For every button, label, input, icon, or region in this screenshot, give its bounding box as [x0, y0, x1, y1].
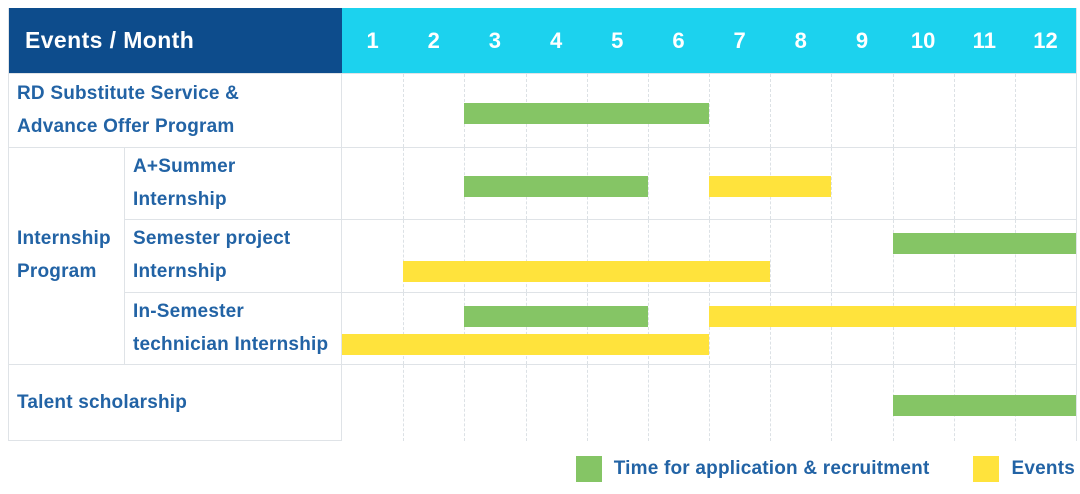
gantt-bar-application [464, 306, 648, 327]
month-gridline [1014, 74, 1016, 147]
row-label-text: Semester project Internship [133, 228, 291, 282]
month-gridline [464, 293, 466, 364]
month-gridline [831, 293, 833, 364]
month-label-10: 10 [910, 27, 936, 53]
month-gridline [831, 148, 833, 219]
gantt-bar-application [464, 102, 709, 124]
gantt-bar-events [342, 334, 709, 355]
month-gridline [525, 220, 527, 292]
gantt-bar-application [892, 233, 1076, 254]
month-gridline [892, 148, 894, 219]
month-gridline [586, 365, 588, 441]
gantt-track-a-plus-summer-internship [342, 148, 1076, 220]
month-gridline [892, 74, 894, 147]
gantt-bar-events [709, 175, 832, 197]
month-gridline [464, 365, 466, 441]
month-gridline [647, 365, 649, 441]
month-gridline [1014, 293, 1016, 364]
gantt-bar-application [892, 395, 1076, 416]
month-gridline [892, 293, 894, 364]
events-month-table: Events / Month 1 2 3 4 5 6 7 8 9 10 11 1… [8, 8, 1077, 441]
month-gridline [464, 220, 466, 292]
month-gridline [770, 74, 772, 147]
gantt-bar-events [709, 306, 1076, 327]
month-label-11: 11 [972, 27, 996, 53]
legend-label-events: Events [1011, 458, 1075, 479]
month-gridline [953, 148, 955, 219]
month-label-7: 7 [733, 27, 746, 53]
month-gridline [586, 220, 588, 292]
month-gridline [831, 74, 833, 147]
month-gridline [1014, 148, 1016, 219]
month-gridline [403, 148, 405, 219]
gantt-track-rd-substitute-service [342, 74, 1076, 148]
month-gridline [403, 293, 405, 364]
gantt-bar-application [464, 175, 648, 197]
legend-label-application: Time for application & recruitment [613, 458, 930, 479]
row-label-talent-scholarship: Talent scholarship [9, 365, 342, 441]
month-label-6: 6 [672, 27, 685, 53]
month-gridline [647, 148, 649, 219]
group-label-internship-program: Internship Program [9, 148, 125, 365]
table-title-cell: Events / Month [9, 8, 342, 74]
month-gridline [525, 365, 527, 441]
month-gridline [403, 365, 405, 441]
gantt-track-talent-scholarship [342, 365, 1076, 441]
month-gridline [403, 74, 405, 147]
month-gridline [647, 220, 649, 292]
month-gridline [770, 293, 772, 364]
gantt-track-in-semester-technician-internship [342, 293, 1076, 365]
month-gridline [953, 220, 955, 292]
month-label-5: 5 [611, 27, 624, 53]
month-gridline [953, 74, 955, 147]
month-gridline [525, 293, 527, 364]
month-gridline [770, 220, 772, 292]
group-label-text: Internship Program [17, 228, 111, 282]
month-label-1: 1 [366, 27, 379, 53]
gantt-track-semester-project-internship [342, 220, 1076, 293]
month-gridline [586, 293, 588, 364]
month-gridline [770, 365, 772, 441]
row-label-text: A+Summer Internship [133, 155, 236, 210]
month-label-3: 3 [488, 27, 502, 53]
month-gridline [953, 293, 955, 364]
row-label-in-semester-technician-internship: In-Semester technician Internship [125, 293, 342, 365]
legend-swatch-events [973, 456, 1000, 482]
table-title: Events / Month [25, 27, 195, 53]
month-gridline [709, 293, 710, 364]
row-label-text: Talent scholarship [17, 391, 188, 413]
gantt-bar-events [403, 261, 771, 282]
month-gridline [403, 220, 405, 292]
row-label-rd-substitute-service: RD Substitute Service & Advance Offer Pr… [9, 74, 342, 148]
row-label-a-plus-summer-internship: A+Summer Internship [125, 148, 342, 220]
row-label-text: In-Semester technician Internship [133, 300, 329, 355]
month-label-9: 9 [855, 27, 869, 53]
month-gridline [831, 220, 833, 292]
month-gridline [892, 220, 894, 292]
month-label-4: 4 [549, 27, 563, 53]
month-gridline [709, 74, 710, 147]
month-gridline [1014, 220, 1016, 292]
month-gridline [647, 293, 649, 364]
month-gridline [709, 220, 710, 292]
month-gridline [709, 365, 710, 441]
month-label-2: 2 [427, 27, 440, 53]
legend: Time for application & recruitment Event… [8, 456, 1077, 482]
row-label-semester-project-internship: Semester project Internship [125, 220, 342, 293]
row-label-text: RD Substitute Service & Advance Offer Pr… [17, 82, 240, 137]
month-header-row: 1 2 3 4 5 6 7 8 9 10 11 12 [342, 8, 1076, 74]
month-gridline [831, 365, 833, 441]
legend-swatch-application [575, 456, 602, 482]
month-label-12: 12 [1033, 27, 1058, 53]
month-label-8: 8 [794, 27, 807, 53]
